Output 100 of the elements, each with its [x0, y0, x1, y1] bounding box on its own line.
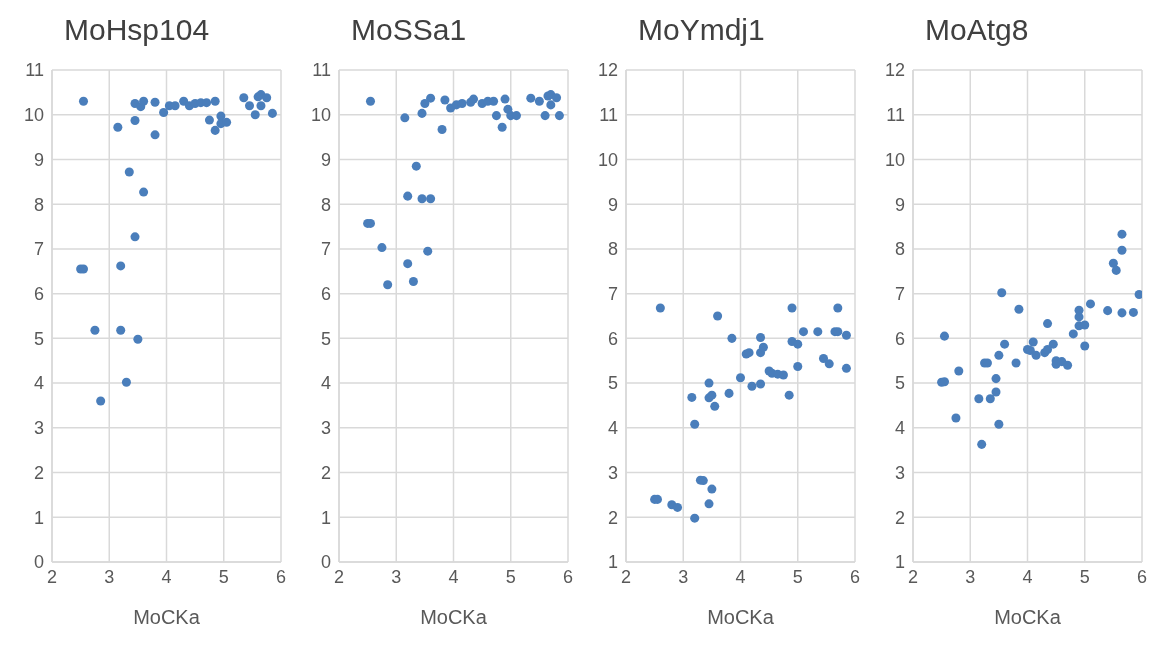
- x-tick-label: 5: [505, 566, 516, 587]
- y-tick-label: 7: [33, 239, 44, 260]
- point: [365, 96, 375, 106]
- y-tick-label: 4: [607, 418, 618, 439]
- point: [1117, 245, 1127, 255]
- y-tick-label: 8: [894, 239, 905, 260]
- point: [239, 93, 249, 103]
- x-tick-label: 5: [1079, 566, 1090, 587]
- point: [377, 243, 387, 253]
- y-tick-label: 3: [320, 418, 331, 439]
- chart-title: MoSSa1: [350, 12, 468, 48]
- point: [977, 439, 987, 449]
- y-tick-label: 4: [894, 418, 905, 439]
- point: [756, 332, 766, 342]
- point: [426, 93, 436, 103]
- x-tick-label: 6: [562, 566, 574, 587]
- y-tick-label: 10: [597, 149, 618, 170]
- point: [534, 96, 544, 106]
- point: [417, 108, 427, 118]
- y-tick-label: 5: [607, 373, 618, 394]
- y-tick-label: 6: [320, 284, 331, 305]
- x-tick-label: 4: [735, 566, 746, 587]
- y-tick-label: 0: [33, 552, 44, 573]
- point: [997, 288, 1007, 298]
- point: [747, 381, 757, 391]
- point: [690, 513, 700, 523]
- point: [690, 419, 700, 429]
- x-axis-title: MoCKa: [133, 606, 201, 628]
- point: [121, 377, 131, 387]
- y-tick-label: 5: [33, 328, 44, 349]
- y-tick-label: 11: [312, 60, 331, 81]
- point: [250, 110, 260, 120]
- x-tick-label: 2: [620, 566, 632, 587]
- y-tick-label: 7: [607, 284, 618, 305]
- y-tick-label: 12: [884, 60, 905, 81]
- point: [222, 117, 232, 127]
- point: [262, 93, 272, 103]
- point: [440, 95, 450, 105]
- x-tick-label: 6: [1136, 566, 1148, 587]
- point: [491, 111, 501, 121]
- y-tick-label: 9: [320, 149, 331, 170]
- point: [526, 93, 536, 103]
- y-tick-label: 8: [33, 194, 44, 215]
- y-tick-label: 12: [597, 60, 618, 81]
- point: [400, 113, 410, 123]
- point: [411, 161, 421, 171]
- x-tick-label: 6: [849, 566, 861, 587]
- y-tick-label: 3: [33, 418, 44, 439]
- y-tick-label: 1: [607, 552, 618, 573]
- y-tick-label: 2: [320, 462, 331, 483]
- point: [554, 111, 564, 121]
- point: [552, 93, 562, 103]
- point: [793, 362, 803, 372]
- point: [417, 194, 427, 204]
- y-tick-label: 8: [320, 194, 331, 215]
- x-tick-label: 3: [104, 566, 115, 587]
- x-tick-label: 6: [275, 566, 287, 587]
- point: [403, 191, 413, 201]
- point: [1011, 358, 1021, 368]
- point: [813, 327, 823, 337]
- point: [150, 97, 160, 107]
- point: [784, 390, 794, 400]
- point: [179, 96, 189, 106]
- point: [673, 502, 683, 512]
- x-tick-label: 4: [1022, 566, 1033, 587]
- point: [1031, 350, 1041, 360]
- point: [204, 115, 214, 125]
- y-tick-label: 1: [33, 507, 44, 528]
- point: [819, 353, 829, 363]
- point: [1103, 306, 1113, 316]
- point: [1117, 229, 1127, 239]
- point: [420, 99, 430, 109]
- point: [546, 100, 556, 110]
- point: [130, 232, 140, 242]
- point: [951, 413, 961, 423]
- x-tick-label: 3: [965, 566, 976, 587]
- y-tick-label: 11: [25, 60, 44, 81]
- point: [139, 187, 149, 197]
- point: [457, 99, 467, 109]
- point: [256, 101, 266, 111]
- point: [824, 359, 834, 369]
- point: [210, 96, 220, 106]
- y-tick-label: 6: [894, 328, 905, 349]
- y-tick-label: 6: [33, 284, 44, 305]
- point: [1068, 329, 1078, 339]
- y-tick-label: 1: [894, 552, 905, 573]
- point: [124, 167, 134, 177]
- chart-title: MoHsp104: [63, 12, 211, 48]
- point: [1111, 265, 1121, 275]
- x-tick-label: 4: [448, 566, 459, 587]
- point: [974, 394, 984, 404]
- point: [841, 363, 851, 373]
- point: [267, 108, 277, 118]
- point: [939, 331, 949, 341]
- point: [735, 373, 746, 383]
- point: [437, 124, 447, 134]
- y-tick-label: 1: [320, 507, 331, 528]
- point: [713, 311, 723, 321]
- point: [756, 379, 766, 389]
- point: [1000, 339, 1010, 349]
